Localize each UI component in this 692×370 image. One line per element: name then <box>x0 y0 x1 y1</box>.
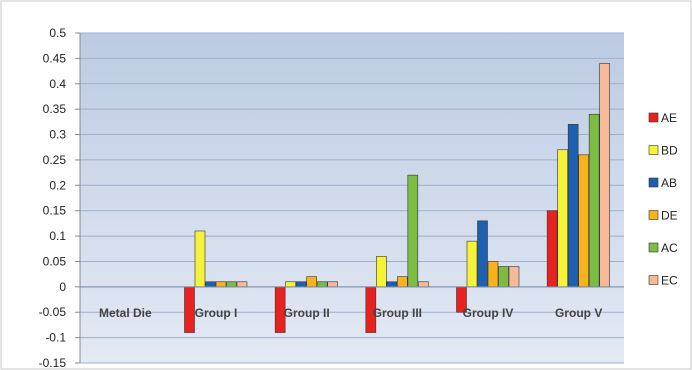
bar-bd-1 <box>194 230 206 288</box>
bar-ae-5 <box>546 210 558 288</box>
legend-label-bd: BD <box>661 144 678 158</box>
y-tick-label: 0.4 <box>49 77 66 91</box>
plot-area <box>80 33 624 363</box>
legend-swatch-ae <box>648 112 659 123</box>
bar-ac-5 <box>588 113 600 288</box>
legend-label-ae: AE <box>661 111 677 125</box>
bars-group <box>184 63 610 333</box>
bar-bd-3 <box>376 256 387 288</box>
y-axis-ticks: 0.5 0.45 0.4 0.35 0.3 0.25 0.2 0.15 0.1 0.05 0 -0.0… <box>39 26 81 370</box>
bar-ec-3 <box>418 281 429 288</box>
bar-bd-2 <box>285 281 296 288</box>
legend-label-ec: EC <box>661 274 678 288</box>
y-tick-label: 0.1 <box>49 229 66 243</box>
legend-label-ac: AC <box>661 241 678 255</box>
bar-ae-1 <box>184 286 195 333</box>
y-tick-label: 0.15 <box>43 204 67 218</box>
gridlines <box>80 32 624 364</box>
legend-swatch-ab <box>648 177 659 188</box>
y-tick-label: 0.2 <box>49 178 66 192</box>
y-tick-label: 0.05 <box>43 254 67 268</box>
y-tick-label: -0.15 <box>39 356 67 370</box>
bar-ab-2 <box>295 281 307 288</box>
bar-ab-1 <box>205 281 216 288</box>
legend-swatch-ac <box>648 242 659 253</box>
bar-bd-4 <box>466 240 478 288</box>
category-label: Group IV <box>463 306 514 320</box>
y-tick-label: -0.1 <box>45 331 66 345</box>
bar-ab-4 <box>477 220 488 288</box>
y-tick-label: 0.3 <box>49 128 66 142</box>
legend-label-de: DE <box>661 209 678 223</box>
y-tick-label: 0.35 <box>43 102 67 116</box>
category-label: Metal Die <box>99 306 152 320</box>
bar-de-3 <box>397 276 408 288</box>
legend-swatch-bd <box>648 145 659 155</box>
category-label: Group III <box>373 306 422 320</box>
legend-label-ab: AB <box>661 176 677 190</box>
bar-de-1 <box>215 281 227 288</box>
bar-ec-4 <box>508 266 520 288</box>
y-tick-label: 0.25 <box>43 153 67 167</box>
y-tick-label: 0.5 <box>49 26 66 40</box>
y-tick-label: 0.45 <box>43 51 67 65</box>
y-tick-label: 0 <box>59 280 66 294</box>
bar-de-5 <box>578 154 589 288</box>
category-label: Group V <box>555 306 602 320</box>
bar-ab-5 <box>567 124 579 288</box>
legend-swatch-de <box>648 210 659 220</box>
legend-swatch-ec <box>648 275 659 285</box>
bar-bd-5 <box>557 149 568 288</box>
bar-ac-3 <box>407 174 419 288</box>
bar-ec-2 <box>327 281 338 288</box>
legend: AE BD AB DE AC EC <box>648 111 678 288</box>
bar-de-4 <box>487 261 499 288</box>
category-label: Group I <box>195 306 238 320</box>
bar-de-2 <box>306 276 317 288</box>
bar-ec-5 <box>599 63 610 288</box>
y-tick-label: -0.05 <box>39 305 67 319</box>
bar-ac-2 <box>316 281 328 288</box>
category-label: Group II <box>284 306 330 320</box>
bar-ab-3 <box>386 281 398 288</box>
bar-ac-1 <box>226 281 237 288</box>
bar-ec-1 <box>236 281 248 288</box>
bar-ac-4 <box>498 266 509 288</box>
category-labels: Metal Die Group I Group II Group III Group I… <box>99 306 602 320</box>
